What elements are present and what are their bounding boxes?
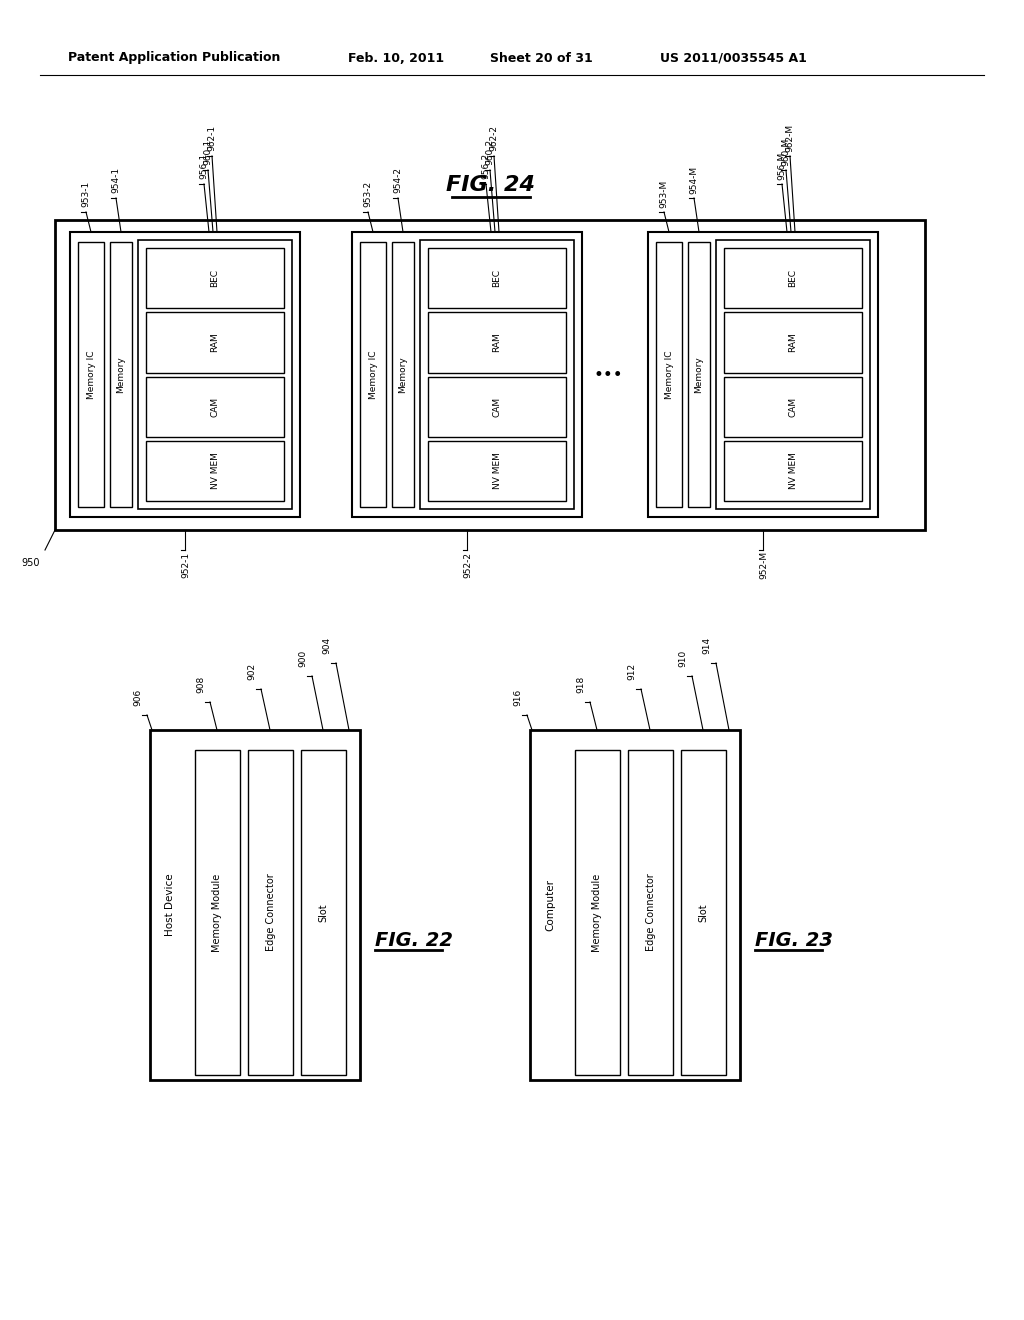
Bar [724,248,862,309]
Text: Feb. 10, 2011: Feb. 10, 2011 [348,51,444,65]
Text: Sheet 20 of 31: Sheet 20 of 31 [490,51,593,65]
Bar [352,232,582,517]
Text: Host Device: Host Device [165,874,175,936]
Text: Memory Module: Memory Module [593,874,602,952]
Bar [428,313,566,372]
Bar [138,240,292,510]
Bar [301,750,346,1074]
Text: 956-M: 956-M [777,152,786,180]
Bar [575,750,620,1074]
Text: Memory IC: Memory IC [665,350,674,399]
Text: Memory: Memory [117,356,126,393]
Bar [55,220,925,531]
Text: Slot: Slot [318,903,329,921]
Text: 956-2: 956-2 [481,153,490,180]
Text: 952-1: 952-1 [181,552,190,578]
Bar [150,730,360,1080]
Bar [195,750,240,1074]
Text: 916: 916 [513,688,522,706]
Bar [428,248,566,309]
Bar [146,313,284,372]
Bar [428,376,566,437]
Text: FIG. 23: FIG. 23 [755,931,833,949]
Text: NV MEM: NV MEM [493,453,502,490]
Text: 962-2: 962-2 [489,125,498,150]
Bar [146,248,284,309]
Bar [724,441,862,502]
Text: Slot: Slot [698,903,709,921]
Bar [70,232,300,517]
Text: FIG. 24: FIG. 24 [445,176,535,195]
Text: 904: 904 [322,636,331,653]
Bar [628,750,673,1074]
Text: 954-M: 954-M [689,166,698,194]
Text: 914: 914 [702,636,711,653]
Text: Patent Application Publication: Patent Application Publication [68,51,281,65]
Text: Memory: Memory [694,356,703,393]
Bar [146,441,284,502]
Text: 950: 950 [22,558,40,568]
Text: 952-2: 952-2 [463,552,472,578]
Text: •••: ••• [593,366,623,384]
Text: 954-1: 954-1 [111,166,120,193]
Text: 908: 908 [196,676,205,693]
Bar [716,240,870,510]
Text: 956-1: 956-1 [199,153,208,180]
Bar [392,242,414,507]
Text: Memory Module: Memory Module [213,874,222,952]
Text: RAM: RAM [788,333,798,352]
Text: US 2011/0035545 A1: US 2011/0035545 A1 [660,51,807,65]
Text: BEC: BEC [493,269,502,288]
Text: FIG. 22: FIG. 22 [375,931,453,949]
Text: Edge Connector: Edge Connector [265,874,275,952]
Text: CAM: CAM [493,396,502,417]
Text: 962-1: 962-1 [207,125,216,150]
Text: 906: 906 [133,688,142,706]
Text: RAM: RAM [493,333,502,352]
Bar [530,730,740,1080]
Text: 960-1: 960-1 [203,139,212,165]
Bar [420,240,574,510]
Text: 953-M: 953-M [659,180,668,209]
Bar [724,313,862,372]
Text: 960-2: 960-2 [485,139,494,165]
Text: 953-2: 953-2 [362,181,372,207]
Text: 952-M: 952-M [759,550,768,579]
Text: Memory IC: Memory IC [369,350,378,399]
Text: 918: 918 [575,676,585,693]
Text: 953-1: 953-1 [81,181,90,207]
Text: NV MEM: NV MEM [788,453,798,490]
Text: 910: 910 [678,649,687,667]
Text: CAM: CAM [211,396,219,417]
Bar [360,242,386,507]
Text: 902: 902 [247,663,256,680]
Bar [688,242,710,507]
Text: 900: 900 [298,649,307,667]
Bar [648,232,878,517]
Text: 954-2: 954-2 [393,168,402,193]
Text: NV MEM: NV MEM [211,453,219,490]
Text: Memory: Memory [398,356,408,393]
Text: Computer: Computer [545,879,555,931]
Text: 912: 912 [627,663,636,680]
Bar [428,441,566,502]
Bar [681,750,726,1074]
Text: Edge Connector: Edge Connector [645,874,655,952]
Bar [724,376,862,437]
Bar [656,242,682,507]
Bar [78,242,104,507]
Text: 962-M: 962-M [785,124,794,152]
Bar [248,750,293,1074]
Text: BEC: BEC [788,269,798,288]
Text: 960-M: 960-M [781,137,790,166]
Text: BEC: BEC [211,269,219,288]
Bar [110,242,132,507]
Text: Memory IC: Memory IC [86,350,95,399]
Text: RAM: RAM [211,333,219,352]
Bar [146,376,284,437]
Text: CAM: CAM [788,396,798,417]
